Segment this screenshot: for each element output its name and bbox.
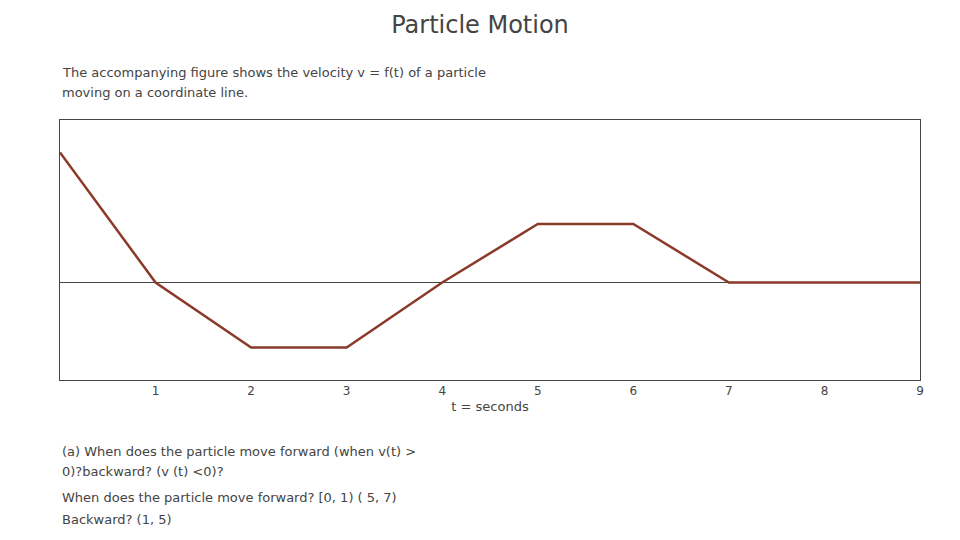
svg-text:t = seconds: t = seconds — [451, 399, 529, 414]
svg-text:3: 3 — [343, 384, 351, 398]
svg-text:2: 2 — [247, 384, 255, 398]
svg-text:6: 6 — [630, 384, 638, 398]
svg-text:When does the particle move fo: When does the particle move forward? [0,… — [62, 490, 397, 505]
svg-text:0)?backward? (v (t) <0)?: 0)?backward? (v (t) <0)? — [62, 464, 224, 479]
svg-text:moving on a coordinate line.: moving on a coordinate line. — [62, 85, 248, 100]
svg-text:Particle Motion: Particle Motion — [391, 11, 569, 39]
svg-text:5: 5 — [534, 384, 542, 398]
svg-text:8: 8 — [821, 384, 829, 398]
svg-text:1: 1 — [152, 384, 160, 398]
svg-text:7: 7 — [725, 384, 733, 398]
svg-text:9: 9 — [916, 384, 924, 398]
svg-text:The accompanying figure shows: The accompanying figure shows the veloci… — [62, 65, 486, 80]
svg-text:(a) When does the particle mov: (a) When does the particle move forward … — [62, 444, 416, 459]
svg-text:4: 4 — [438, 384, 446, 398]
svg-text:Backward? (1, 5): Backward? (1, 5) — [62, 512, 172, 527]
